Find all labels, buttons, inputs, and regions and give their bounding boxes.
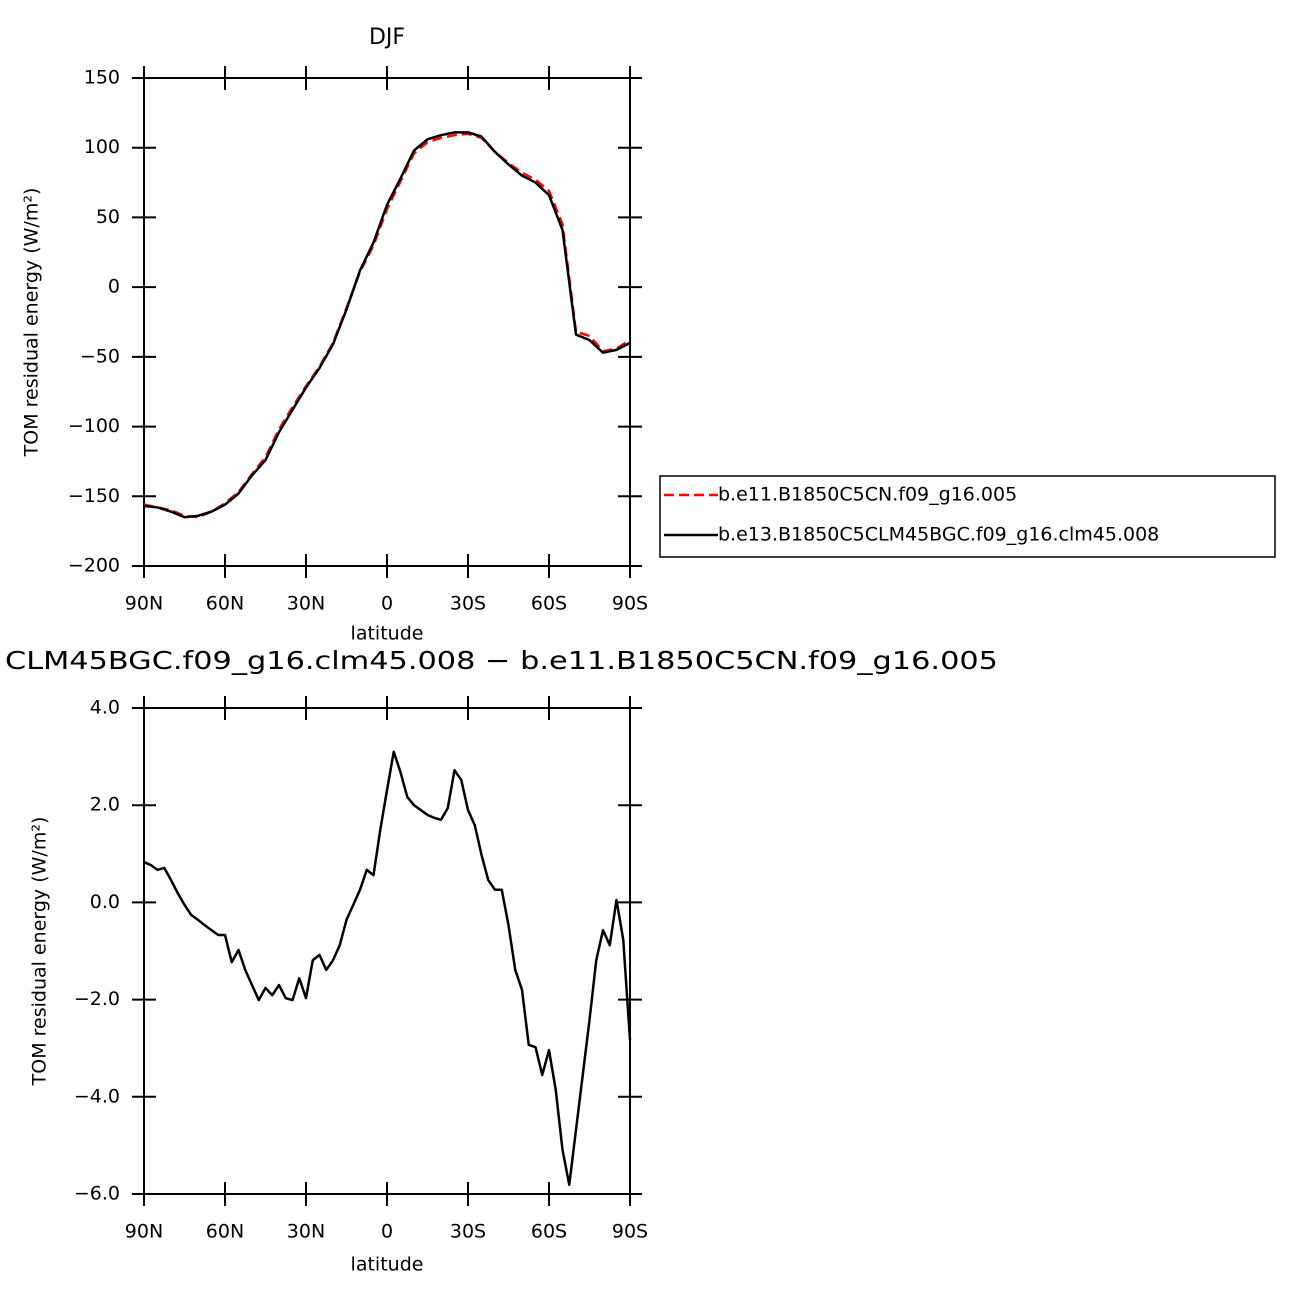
legend-box — [659, 475, 1276, 558]
x-tick-label: 30S — [450, 593, 486, 615]
x-tick-label: 60N — [206, 1221, 244, 1243]
y-axis-label: TOM residual energy (W/m²) — [29, 817, 51, 1087]
y-tick-label: 0.0 — [90, 891, 120, 913]
x-tick-label: 90N — [125, 1221, 163, 1243]
y-tick-label: −100 — [68, 415, 120, 437]
x-tick-label: 90N — [125, 593, 163, 615]
x-tick-label: 0 — [381, 1221, 393, 1243]
x-tick-label: 90S — [612, 593, 648, 615]
y-tick-label: 50 — [96, 206, 120, 228]
y-tick-label: −200 — [68, 555, 120, 577]
x-tick-label: 60N — [206, 593, 244, 615]
y-tick-label: 100 — [84, 136, 120, 158]
x-tick-label: 30N — [287, 593, 325, 615]
y-tick-label: 0 — [108, 276, 120, 298]
data-line — [143, 750, 632, 1187]
y-tick-label: 2.0 — [90, 794, 120, 816]
data-line — [143, 131, 631, 519]
y-tick-label: −6.0 — [74, 1183, 120, 1205]
plot-frame — [143, 77, 631, 567]
data-line — [143, 132, 631, 519]
chart-title: CLM45BGC.f09_g16.clm45.008 − b.e11.B1850… — [5, 646, 998, 675]
chart-title: DJF — [369, 25, 405, 50]
x-tick-label: 0 — [381, 593, 393, 615]
y-tick-label: −2.0 — [74, 988, 120, 1010]
x-tick-label: 60S — [531, 1221, 567, 1243]
plot-frame — [143, 707, 631, 1195]
x-axis-label: latitude — [351, 1254, 424, 1276]
x-axis-label: latitude — [351, 623, 424, 645]
y-axis-label: TOM residual energy (W/m²) — [21, 188, 43, 458]
x-tick-label: 60S — [531, 593, 567, 615]
x-tick-label: 30N — [287, 1221, 325, 1243]
y-tick-label: 150 — [84, 67, 120, 89]
y-tick-label: 4.0 — [90, 697, 120, 719]
legend-label: b.e11.B1850C5CN.f09_g16.005 — [718, 484, 1017, 506]
x-tick-label: 90S — [612, 1221, 648, 1243]
legend-label: b.e13.B1850C5CLM45BGC.f09_g16.clm45.008 — [718, 524, 1159, 546]
y-tick-label: −150 — [68, 485, 120, 507]
y-tick-label: −50 — [80, 345, 120, 367]
x-tick-label: 30S — [450, 1221, 486, 1243]
y-tick-label: −4.0 — [74, 1085, 120, 1107]
